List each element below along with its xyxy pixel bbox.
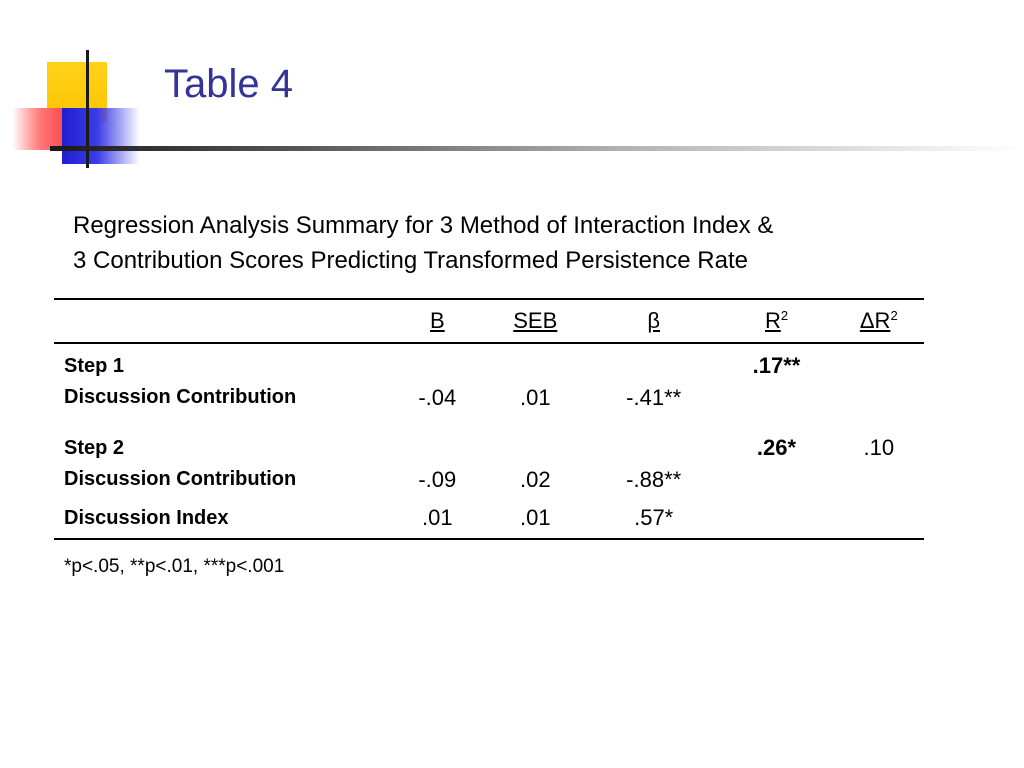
step2-beta-cell: -.88** [588, 412, 720, 494]
header-empty [54, 298, 392, 344]
step1-label: Step 1 [64, 355, 125, 377]
step2-seb: .02 [519, 467, 551, 492]
step1-b-cell: -.04 [392, 343, 483, 412]
table-row-discussion-index: Discussion Index .01 .01 .57* [54, 494, 924, 540]
table-header-row: B SEB β R2 ΔR2 [54, 298, 924, 344]
index-seb-cell: .01 [482, 494, 588, 540]
step1-r2: .17** [752, 353, 801, 378]
header-b-text: B [429, 308, 445, 333]
index-beta: .57* [634, 505, 674, 530]
header-delta-r2: ΔR2 [833, 298, 924, 344]
step2-b: -.09 [418, 467, 457, 492]
step2-b-cell: -.09 [392, 412, 483, 494]
index-r2-cell [719, 494, 834, 540]
index-b: .01 [422, 505, 453, 530]
step2-seb-cell: .02 [483, 412, 588, 494]
index-predictor-label: Discussion Index [64, 507, 229, 529]
step1-label-cell: Step 1 Discussion Contribution [54, 343, 392, 412]
regression-table: B SEB β R2 ΔR2 Step 1 Discussion Contrib… [54, 298, 924, 540]
step1-dr2-cell [834, 343, 924, 412]
header-r2-letter: R [764, 308, 781, 333]
step1-beta-cell: -.41** [588, 343, 720, 412]
step2-label: Step 2 [64, 437, 125, 459]
step1-b: -.04 [418, 385, 457, 410]
header-seb: SEB [482, 298, 588, 344]
caption-line-2: 3 Contribution Scores Predicting Transfo… [73, 247, 748, 274]
header-beta: β [587, 298, 720, 344]
header-r2-exp: 2 [780, 308, 789, 323]
step2-delta-r2: .10 [863, 435, 895, 460]
title-underline [50, 146, 1024, 151]
table-caption: Regression Analysis Summary for 3 Method… [73, 208, 973, 278]
header-delta-r2-exp: 2 [890, 308, 898, 323]
table-row-step2: Step 2 Discussion Contribution -.09 .02 … [54, 412, 924, 494]
index-seb: .01 [519, 505, 551, 530]
step2-label-cell: Step 2 Discussion Contribution [54, 412, 392, 494]
header-b: B [392, 298, 483, 344]
step2-r2-cell: .26* [719, 412, 833, 494]
step1-seb-cell: .01 [483, 343, 588, 412]
significance-note: *p<.05, **p<.01, ***p<.001 [64, 556, 285, 577]
table-row-step1: Step 1 Discussion Contribution -.04 .01 … [54, 343, 924, 412]
index-beta-cell: .57* [587, 494, 720, 540]
header-beta-text: β [647, 308, 660, 333]
logo-blue-square [62, 108, 140, 164]
index-b-cell: .01 [392, 494, 483, 540]
slide-logo [0, 0, 200, 180]
caption-line-1: Regression Analysis Summary for 3 Method… [73, 212, 774, 239]
step1-seb: .01 [519, 385, 551, 410]
step2-dr2-cell: .10 [834, 412, 924, 494]
step2-r2: .26* [756, 435, 797, 460]
step1-r2-cell: .17** [719, 343, 833, 412]
step1-predictor-label: Discussion Contribution [64, 386, 297, 408]
header-seb-text: SEB [513, 308, 558, 333]
step2-beta: -.88** [626, 467, 682, 492]
logo-vertical-line [86, 50, 89, 168]
index-dr2-cell [833, 494, 924, 540]
index-label-cell: Discussion Index [54, 494, 392, 540]
slide-title: Table 4 [164, 62, 293, 106]
header-delta-r2-letter: ΔR [859, 308, 891, 333]
header-r2: R2 [719, 298, 834, 344]
step1-beta: -.41** [626, 385, 682, 410]
step2-predictor-label: Discussion Contribution [64, 468, 297, 490]
